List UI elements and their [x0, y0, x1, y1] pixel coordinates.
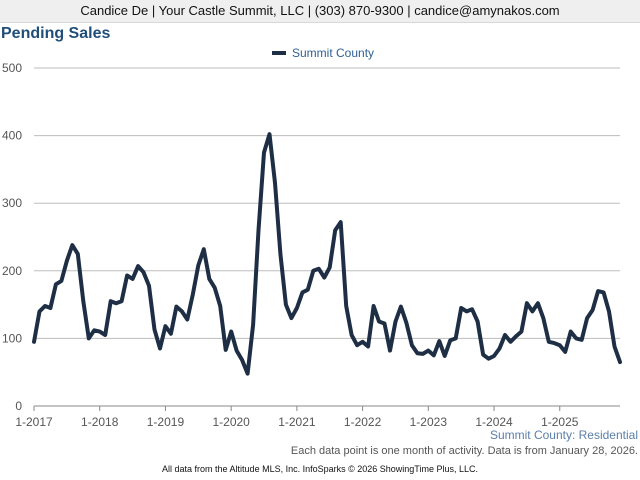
x-tick-label: 1-2025 [541, 415, 579, 429]
x-tick-label: 1-2020 [212, 415, 250, 429]
source-credit: All data from the Altitude MLS, Inc. Inf… [162, 464, 478, 474]
y-tick-label: 0 [15, 399, 22, 413]
legend-label: Summit County [292, 46, 374, 60]
x-tick-label: 1-2021 [278, 415, 316, 429]
chart-title: Pending Sales [1, 25, 111, 42]
y-tick-label: 400 [2, 129, 22, 143]
x-tick-label: 1-2023 [410, 415, 448, 429]
x-tick-label: 1-2019 [147, 415, 185, 429]
x-tick-label: 1-2022 [344, 415, 382, 429]
data-note: Each data point is one month of activity… [290, 445, 638, 457]
x-tick-label: 1-2017 [15, 415, 53, 429]
y-tick-label: 300 [2, 196, 22, 210]
series-line-summit-county [32, 132, 622, 376]
contact-line: Candice De | Your Castle Summit, LLC | (… [80, 3, 560, 18]
region-caption: Summit County: Residential [489, 428, 638, 442]
x-tick-label: 1-2024 [475, 415, 513, 429]
x-tick-label: 1-2018 [81, 415, 119, 429]
y-tick-label: 500 [2, 61, 22, 75]
y-tick-label: 200 [2, 264, 22, 278]
y-tick-label: 100 [2, 331, 22, 345]
contact-header: Candice De | Your Castle Summit, LLC | (… [0, 0, 640, 23]
